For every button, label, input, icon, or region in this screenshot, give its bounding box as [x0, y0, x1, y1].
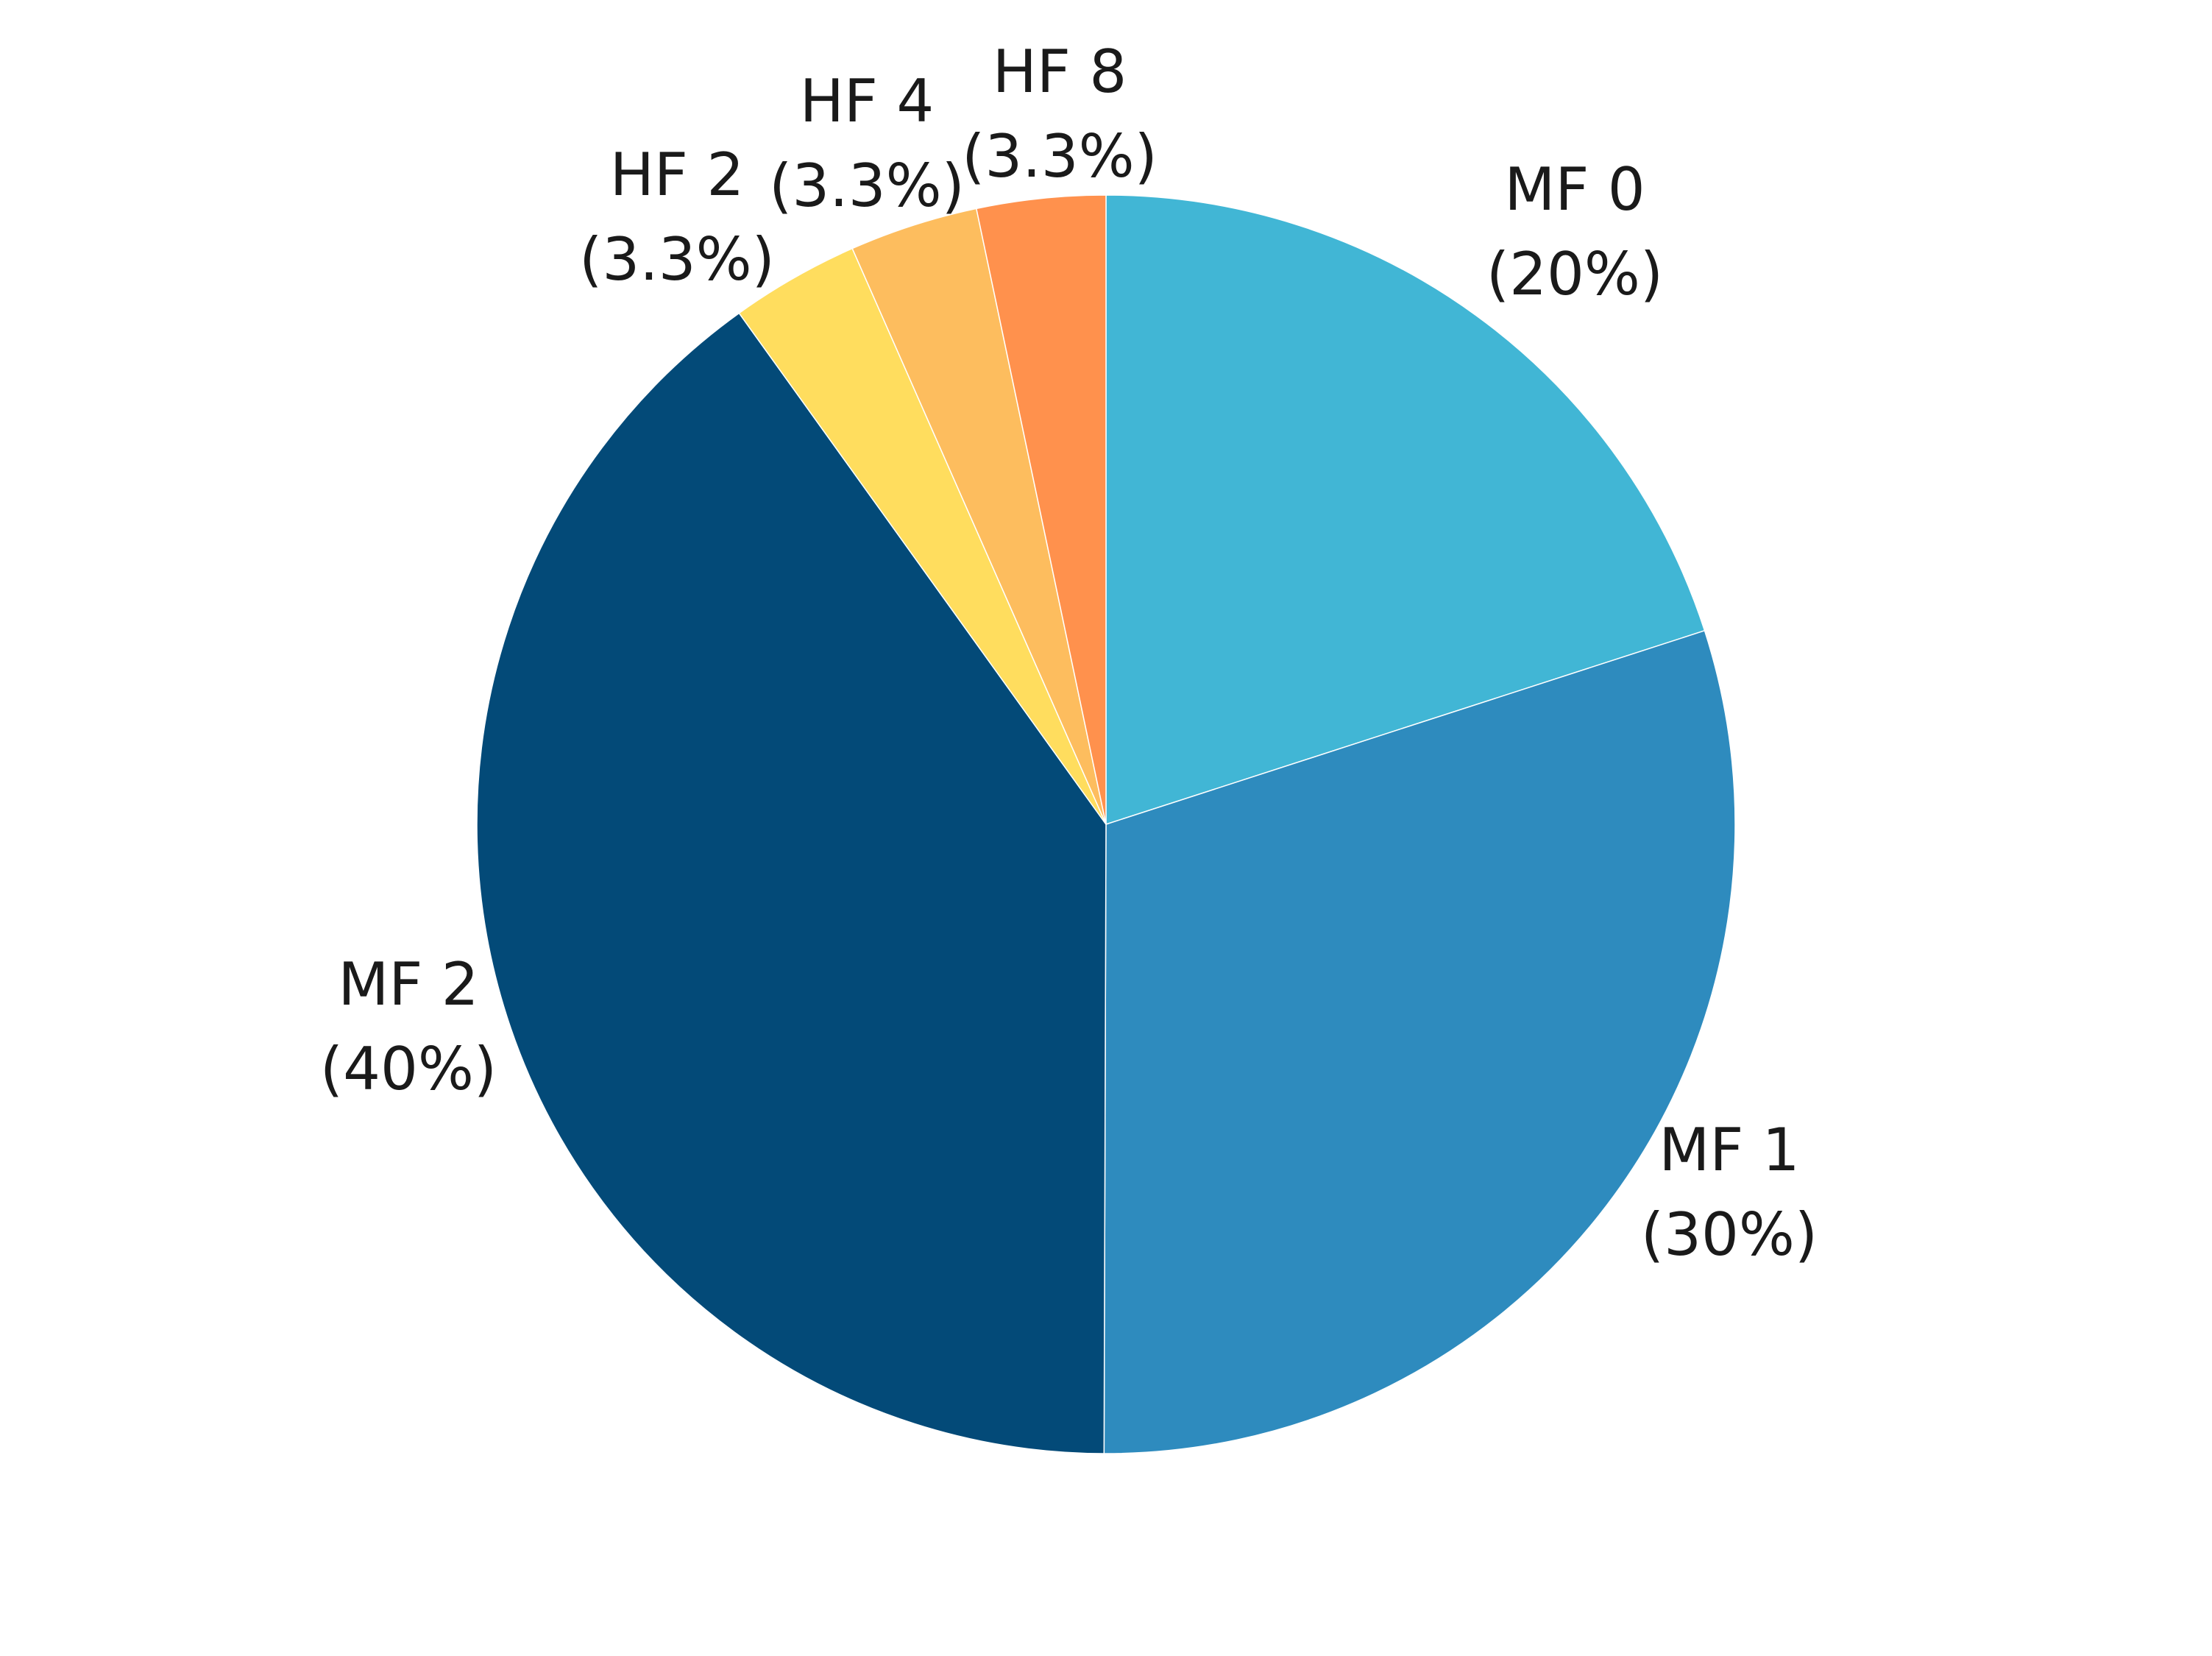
slice-name: HF 4 [800, 67, 935, 135]
slice-percent: (30%) [1641, 1200, 1818, 1269]
pie-slice-mf-1 [1103, 629, 1736, 1454]
slice-percent: (3.3%) [579, 225, 775, 294]
slice-name: HF 8 [993, 38, 1127, 106]
slice-label-mf-2: MF 2 (40%) [320, 950, 497, 1103]
slice-label-mf-1: MF 1 (30%) [1641, 1116, 1818, 1269]
pie-slices [476, 194, 1736, 1454]
slice-label-hf-2: HF 2 (3.3%) [579, 141, 775, 294]
slice-label-hf-8: HF 8 (3.3%) [962, 38, 1158, 191]
slice-name: MF 2 [338, 950, 478, 1019]
slice-percent: (20%) [1486, 240, 1663, 308]
pie-slice-hf-8 [975, 194, 1107, 825]
slice-name: HF 2 [610, 141, 745, 209]
pie-slice-mf-2 [476, 312, 1107, 1454]
slice-name: MF 1 [1659, 1116, 1799, 1184]
slice-label-mf-0: MF 0 (20%) [1486, 155, 1663, 308]
slice-percent: (40%) [320, 1035, 497, 1103]
slice-label-hf-4: HF 4 (3.3%) [769, 67, 965, 220]
slice-percent: (3.3%) [769, 152, 965, 220]
pie-slice-mf-0 [1105, 194, 1706, 826]
pie-labels: MF 0 (20%)MF 1 (30%)MF 2 (40%)HF 2 (3.3%)HF … [320, 38, 1818, 1269]
slice-name: MF 0 [1504, 155, 1645, 224]
slice-percent: (3.3%) [962, 122, 1158, 191]
